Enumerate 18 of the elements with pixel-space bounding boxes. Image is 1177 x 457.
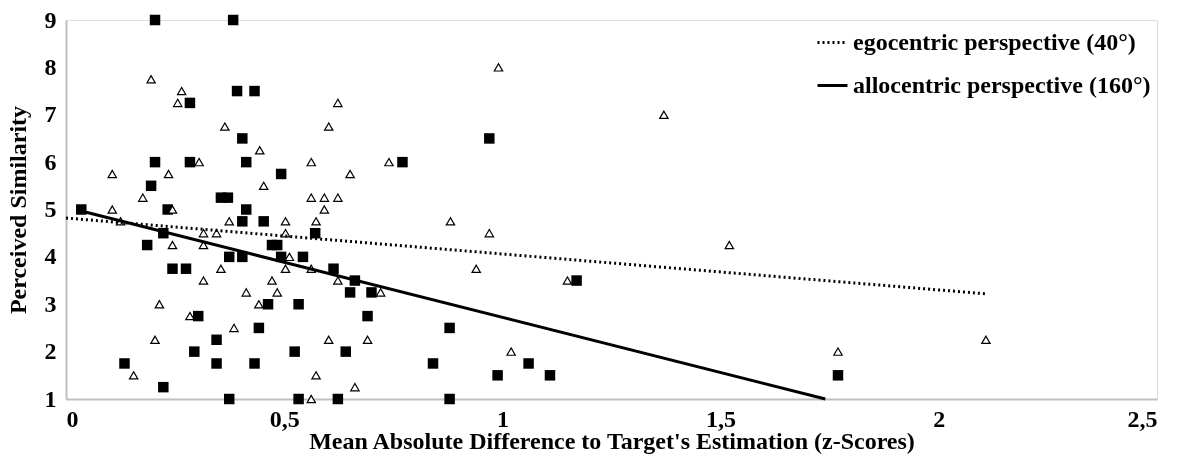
y-tick-label: 1 (44, 385, 57, 412)
x-tick-label: 0 (66, 405, 79, 432)
y-tick-label: 4 (44, 243, 57, 270)
x-tick-label: 1 (496, 405, 509, 432)
y-tick-label: 2 (44, 338, 57, 365)
x-tick-label: 1,5 (706, 405, 737, 432)
x-tick-label: 0,5 (269, 405, 300, 432)
y-tick-label: 6 (44, 148, 57, 175)
x-tick-label: 2,5 (1127, 405, 1158, 432)
legend-label: allocentric perspective (160°) (853, 71, 1151, 98)
y-tick-label: 3 (44, 290, 57, 317)
y-tick-label: 9 (44, 6, 57, 33)
y-axis-title: Perceived Similarity (4, 105, 31, 315)
legend-label: egocentric perspective (40°) (853, 28, 1136, 55)
y-tick-label: 5 (44, 196, 57, 222)
y-tick-label: 7 (44, 101, 57, 128)
x-tick-label: 2 (933, 405, 946, 432)
y-tick-label: 8 (44, 53, 57, 80)
